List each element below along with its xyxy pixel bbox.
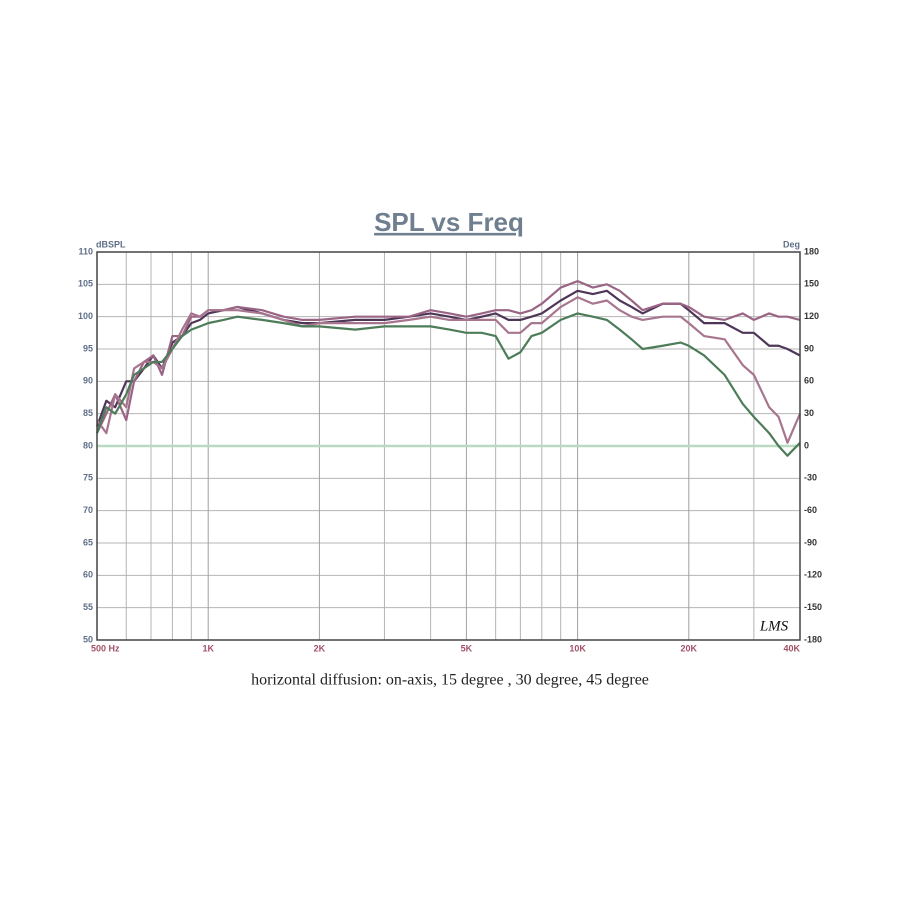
y2-tick-label: -90 (804, 537, 817, 547)
y-tick-label: 50 (83, 634, 93, 644)
y2-axis-label: Deg (783, 239, 800, 249)
y-tick-label: 70 (83, 505, 93, 515)
x-tick-label: 10K (569, 643, 586, 653)
y-tick-label: 60 (83, 570, 93, 580)
chart-title: SPL vs Freq (374, 207, 524, 237)
y2-tick-label: 180 (804, 246, 819, 256)
x-tick-label: 500 Hz (91, 643, 120, 653)
y2-tick-label: 120 (804, 311, 819, 321)
y-tick-label: 110 (78, 246, 93, 256)
y-tick-label: 90 (83, 376, 93, 386)
series-line (95, 312, 801, 457)
y-axis-label: dBSPL (96, 239, 126, 249)
y-tick-label: 95 (83, 343, 93, 353)
y-tick-label: 65 (83, 537, 93, 547)
y2-tick-label: -180 (804, 634, 822, 644)
y2-tick-label: 90 (804, 343, 814, 353)
y2-tick-label: -120 (804, 570, 822, 580)
y-tick-label: 75 (83, 473, 93, 483)
x-tick-label: 1K (202, 643, 214, 653)
y-tick-label: 85 (83, 408, 93, 418)
y2-tick-label: 150 (804, 279, 819, 289)
y-tick-label: 100 (78, 311, 93, 321)
plot-frame (96, 251, 801, 641)
y2-tick-label: -150 (804, 602, 822, 612)
y-tick-label: 55 (83, 602, 93, 612)
series-line (96, 280, 801, 434)
y2-tick-label: -60 (804, 505, 817, 515)
y-tick-label: 80 (83, 440, 93, 450)
caption: horizontal diffusion: on-axis, 15 degree… (251, 672, 649, 689)
y2-tick-label: 60 (804, 376, 814, 386)
y2-tick-label: 30 (804, 408, 814, 418)
x-tick-label: 20K (681, 643, 698, 653)
y2-tick-label: -30 (804, 473, 817, 483)
x-tick-label: 2K (314, 643, 326, 653)
y2-tick-label: 0 (804, 440, 809, 450)
y-tick-label: 105 (78, 279, 93, 289)
annotation: LMS (759, 618, 789, 634)
x-tick-label: 40K (783, 643, 800, 653)
x-tick-label: 5K (461, 643, 473, 653)
